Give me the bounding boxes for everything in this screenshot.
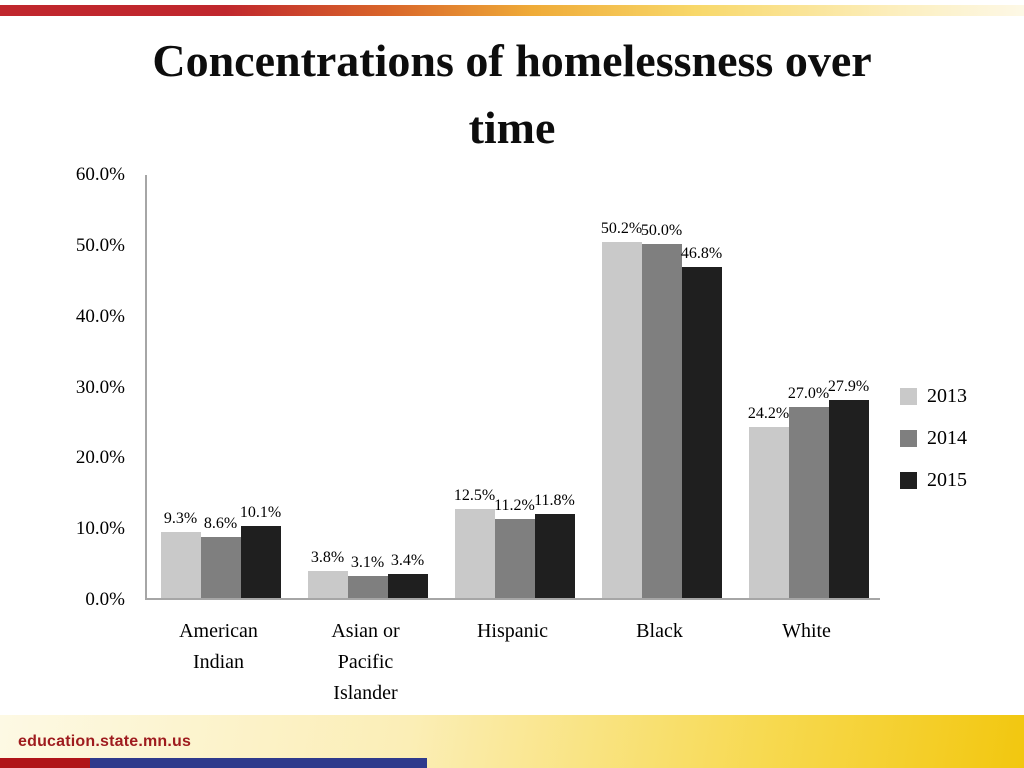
bar-2013-american-indian: 9.3% [160,510,201,598]
bar-group-asian-or-pacific-islander: 3.8% 3.1% 3.4% [307,549,428,598]
bar-2013-asian-or-pacific-islander: 3.8% [307,549,348,598]
data-label: 50.0% [640,221,683,239]
legend-label: 2015 [927,469,967,491]
y-tick-label: 60.0% [75,164,125,185]
footer-blue-segment [90,758,427,768]
y-tick-label: 0.0% [85,589,125,610]
bar-2014-american-indian: 8.6% [200,515,241,598]
top-accent-bar [0,5,1024,16]
y-tick-label: 40.0% [75,305,125,327]
legend-swatch-2013 [900,388,917,405]
bar-2014-asian-or-pacific-islander: 3.1% [347,554,388,598]
legend-item-2015: 2015 [900,469,967,492]
x-tick-label: Hispanic [476,620,549,642]
data-label: 50.2% [600,220,643,238]
chart-legend: 2013 2014 2015 [900,385,967,511]
data-label: 27.0% [787,384,830,402]
data-label: 27.9% [827,378,870,396]
bottom-accent-bar [0,758,1024,768]
data-label: 8.6% [203,515,238,533]
legend-item-2013: 2013 [900,385,967,408]
bar-2013-white: 24.2% [748,405,789,598]
x-tick-label: White [782,620,831,642]
bar-group-black: 50.2% 50.0% 46.8% [601,220,722,598]
data-label: 12.5% [453,487,496,505]
data-label: 24.2% [747,404,790,422]
bar-2015-white: 27.9% [828,378,869,598]
y-tick-label: 20.0% [75,447,125,469]
bar-group-american-indian: 9.3% 8.6% 10.1% [160,504,281,598]
legend-label: 2013 [927,385,967,407]
bar-2014-black: 50.0% [641,222,682,598]
x-tick-label: Asian or Pacific Islander [331,620,400,704]
data-label: 10.1% [239,504,282,522]
legend-item-2014: 2014 [900,427,967,450]
footer-url: education.state.mn.us [18,733,192,750]
bar-group-white: 24.2% 27.0% 27.9% [748,378,869,598]
x-tick-label: Black [636,620,683,642]
data-label: 3.4% [390,551,425,569]
data-label: 46.8% [680,244,723,262]
bar-group-hispanic: 12.5% 11.2% 11.8% [454,487,575,598]
y-tick-label: 10.0% [75,518,125,540]
bar-2015-american-indian: 10.1% [240,504,281,598]
data-label: 11.2% [494,496,535,514]
bar-2015-hispanic: 11.8% [534,492,575,598]
data-label: 9.3% [163,510,198,528]
data-label: 3.1% [350,554,385,572]
legend-swatch-2015 [900,472,917,489]
y-tick-label: 30.0% [75,376,125,398]
legend-label: 2014 [927,427,967,449]
y-tick-label: 50.0% [75,234,125,256]
bar-2014-hispanic: 11.2% [494,497,535,598]
x-tick-label: American Indian [179,620,258,673]
bar-2015-black: 46.8% [681,245,722,598]
bar-2013-black: 50.2% [601,220,642,598]
data-label: 11.8% [534,492,575,510]
plot-area: 9.3% 8.6% 10.1% 3.8% 3.1% 3.4% 12.5% 11.2% 11.8%… [145,175,880,600]
bar-2013-hispanic: 12.5% [454,487,495,598]
footer-red-segment [0,758,90,768]
footer-band: education.state.mn.us [0,715,1024,768]
slide-title: Concentrations of homelessness over time [152,35,872,153]
bar-2014-white: 27.0% [788,385,829,598]
legend-swatch-2014 [900,430,917,447]
data-label: 3.8% [310,549,345,567]
bar-2015-asian-or-pacific-islander: 3.4% [387,552,428,598]
